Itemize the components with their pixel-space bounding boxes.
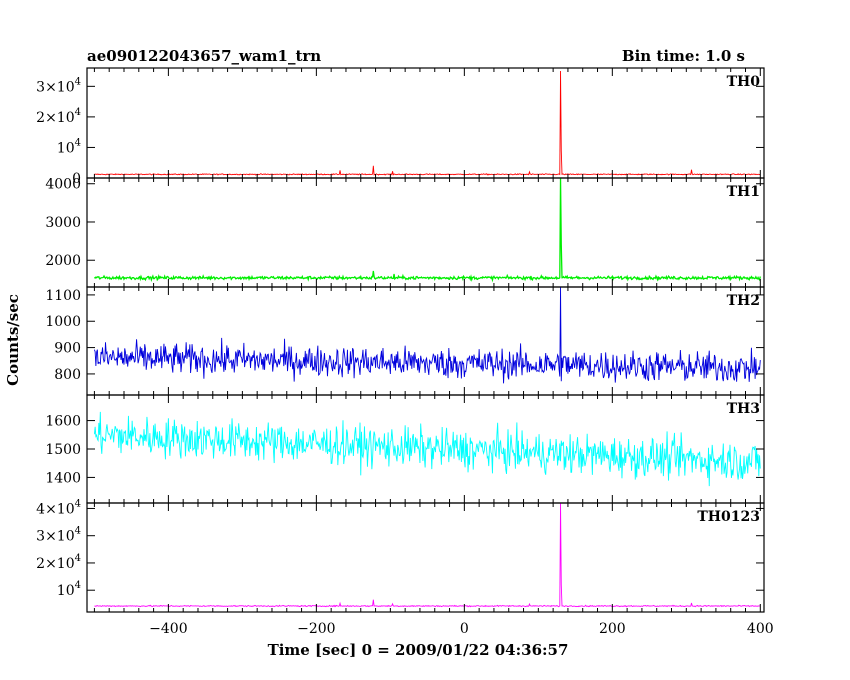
panel-th3: 1600 1500 1400 TH3 [45, 394, 765, 504]
panel-label: TH1 [727, 184, 760, 200]
y-tick-label: 104 [57, 137, 81, 156]
y-tick-label: 1400 [45, 470, 81, 486]
series-line-th3 [93, 411, 761, 487]
panel-label: TH3 [727, 401, 760, 417]
y-tick-label: 4000 [45, 177, 81, 193]
x-tick-label: 400 [747, 621, 774, 637]
panel-frame [86, 502, 765, 613]
y-tick-label: 0 [72, 171, 81, 187]
panel-label: TH0123 [697, 509, 760, 525]
x-axis-label: Time [sec] 0 = 2009/01/22 04:36:57 [268, 641, 569, 659]
series-line-th0 [94, 71, 761, 176]
panel-frame [86, 177, 765, 288]
x-tick-label: −400 [149, 621, 187, 637]
plot-title: ae090122043657_wam1_trn [87, 47, 321, 65]
x-tick-label: −200 [297, 621, 335, 637]
panel-frame [86, 286, 765, 396]
panel-th2: 1100 1000 900 800 TH2 [45, 286, 765, 396]
y-tick-label: 800 [54, 367, 81, 383]
y-tick-label: 1600 [45, 414, 81, 430]
panel-label: TH0 [727, 74, 761, 90]
panel-th1: 4000 3000 2000 TH1 [45, 177, 765, 288]
x-tick-label: 0 [460, 621, 469, 637]
y-tick-label: 1000 [45, 314, 81, 330]
y-tick-label: 2000 [45, 253, 81, 269]
y-tick-label: 3×104 [36, 526, 81, 545]
y-axis-label: Counts/sec [4, 294, 22, 386]
y-tick-label: 1500 [45, 442, 81, 458]
bin-time-label: Bin time: 1.0 s [622, 47, 745, 65]
y-tick-label: 2×104 [36, 553, 81, 572]
y-tick-label: 2×104 [36, 107, 81, 126]
panel-frame [86, 67, 765, 179]
y-tick-label: 900 [54, 341, 81, 357]
series-line-th2 [93, 287, 761, 384]
y-tick-label: 3000 [45, 215, 81, 231]
panel-th0: 0 104 2×104 3×104 TH0 [36, 67, 765, 187]
y-tick-label: 4×104 [36, 498, 81, 517]
panel-th0123: 104 2×104 3×104 4×104 TH0123 [36, 498, 765, 613]
series-line-th0123 [94, 503, 761, 608]
y-tick-label: 3×104 [36, 76, 81, 95]
y-tick-label: 1100 [45, 288, 81, 304]
x-tick-label: 200 [599, 621, 626, 637]
panel-label: TH2 [727, 293, 760, 309]
series-line-th1 [93, 178, 761, 283]
y-tick-label: 104 [57, 580, 81, 599]
